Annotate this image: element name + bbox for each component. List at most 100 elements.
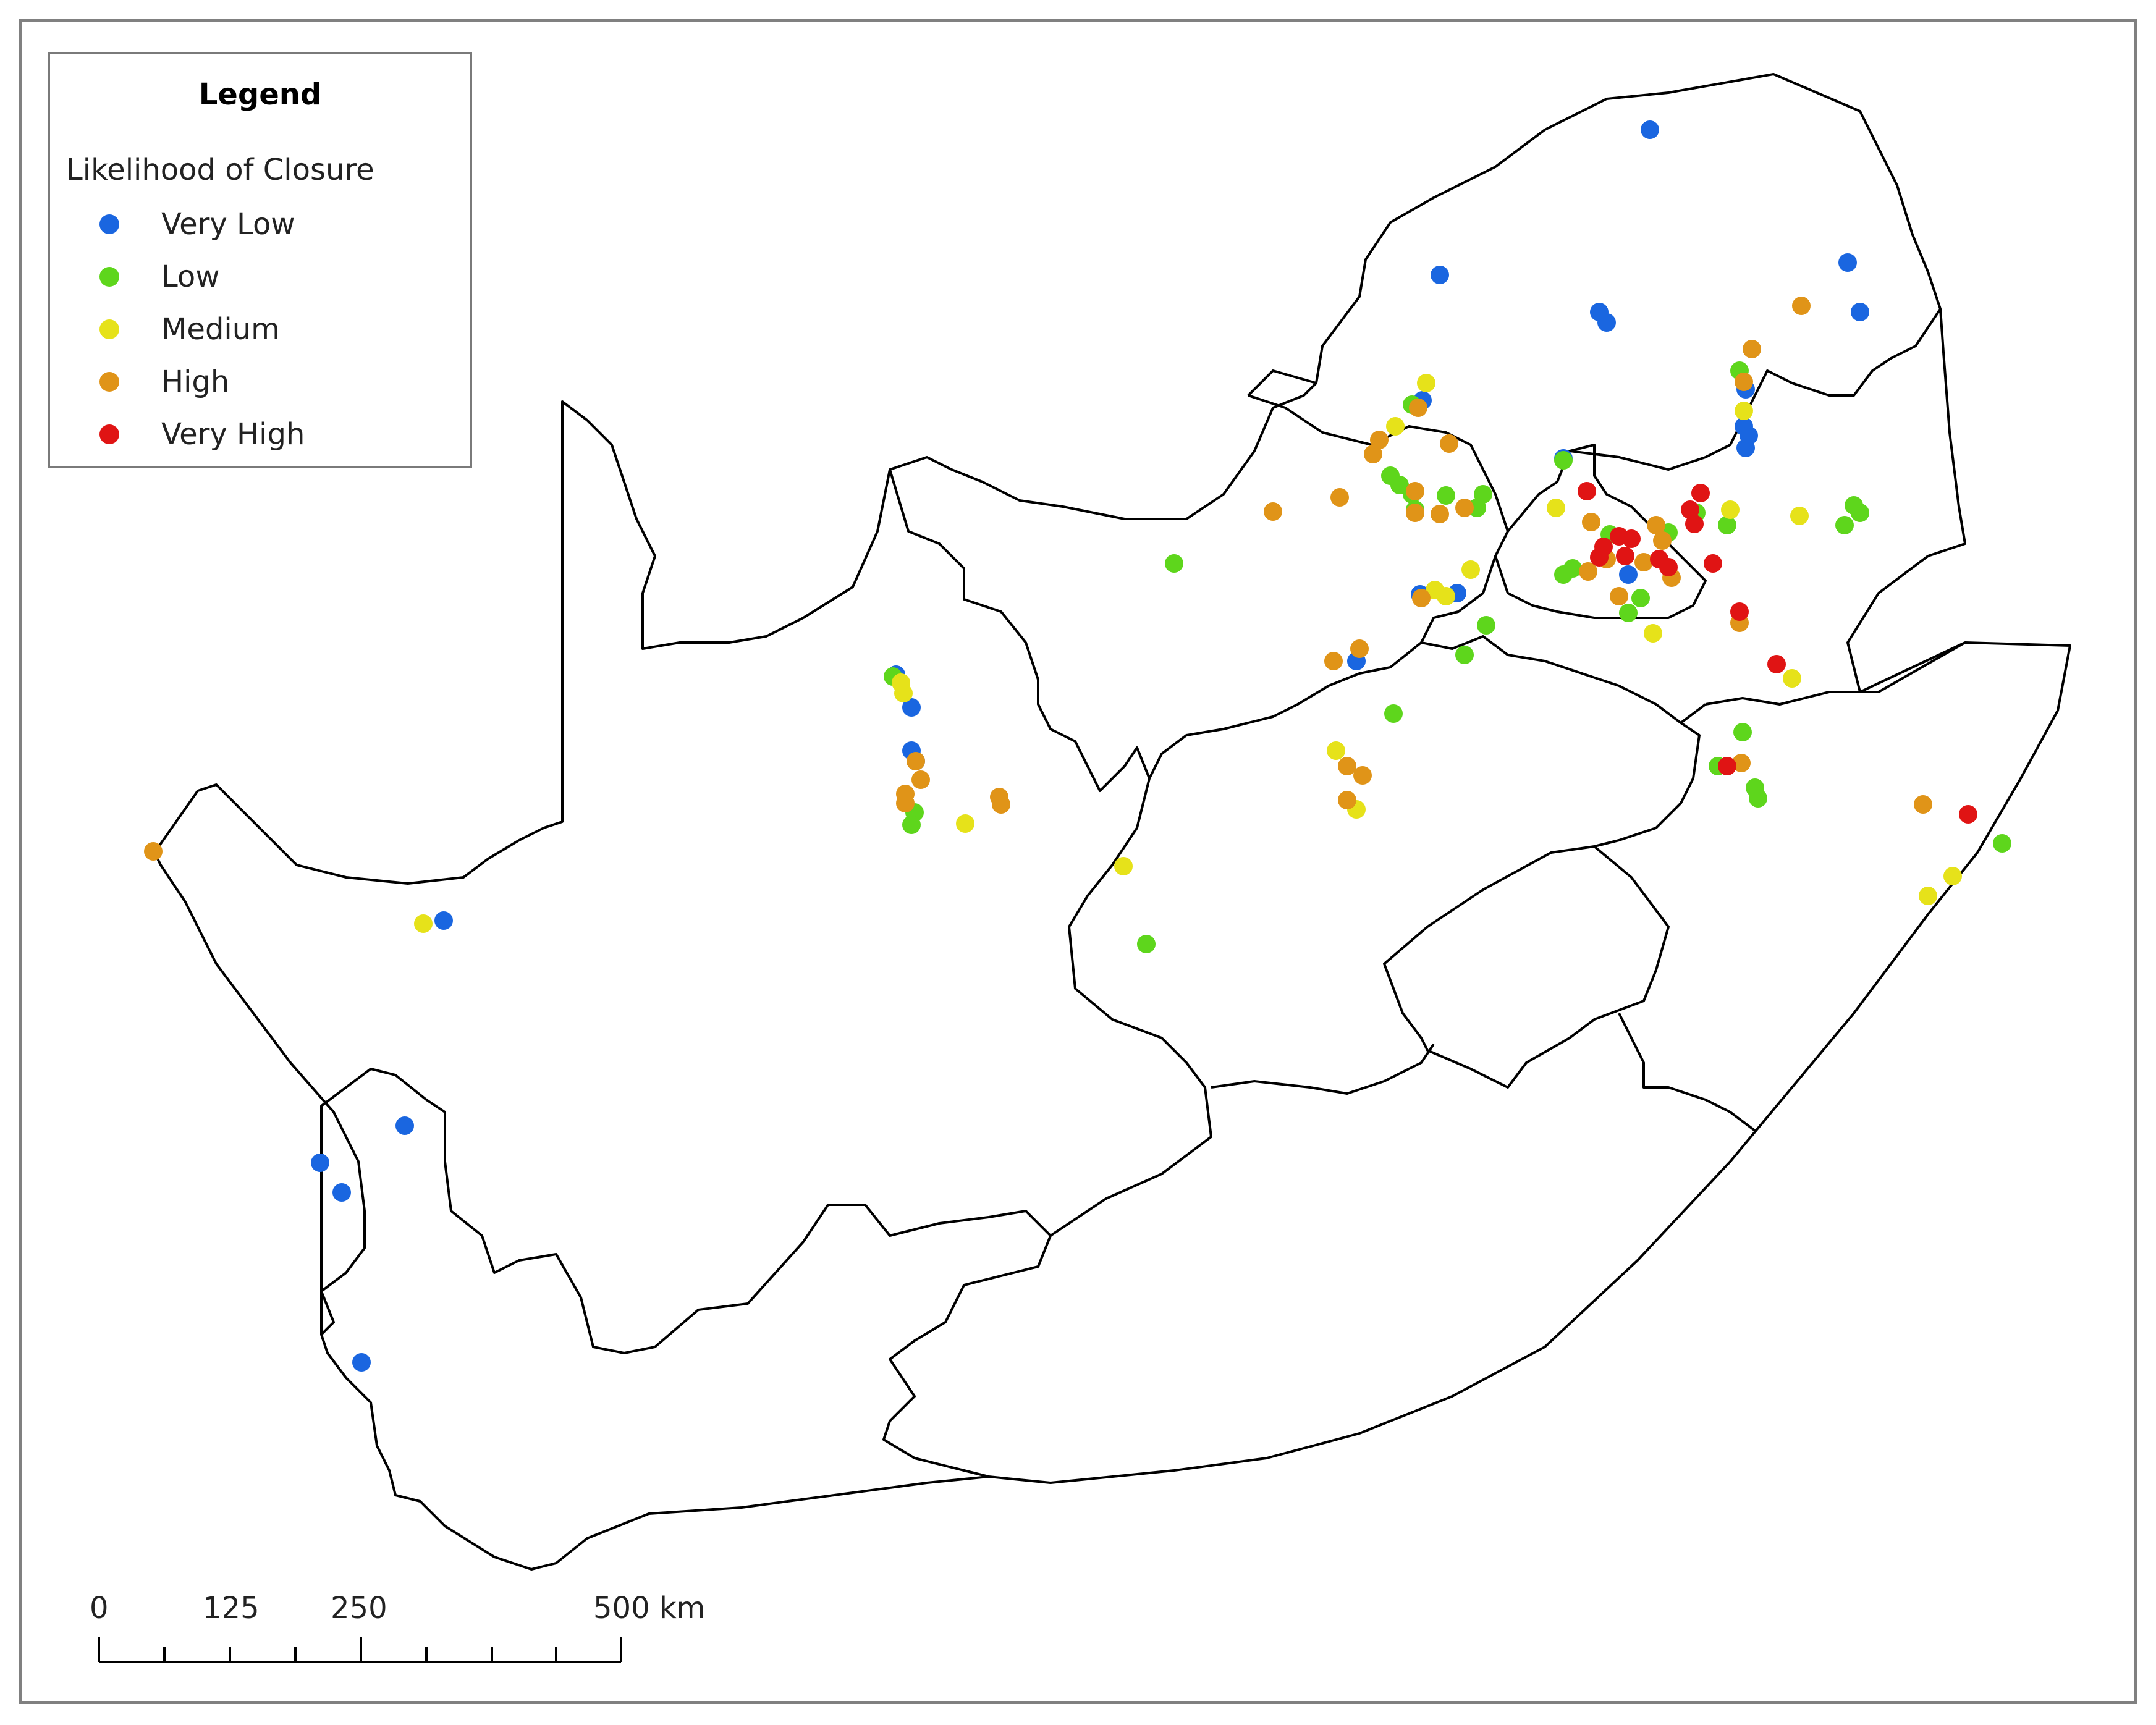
boundary-nc-wc	[320, 1068, 1052, 1354]
point-very-low	[395, 1116, 414, 1135]
boundary-nw-gp	[1248, 394, 1509, 643]
point-medium	[1114, 857, 1133, 875]
point-high	[911, 770, 930, 789]
legend-dot-very-high	[99, 424, 119, 444]
point-low	[1477, 616, 1495, 635]
point-high	[1610, 587, 1628, 605]
point-medium	[1783, 669, 1801, 688]
legend-label-medium: Medium	[161, 312, 280, 347]
legend-subtitle: Likelihood of Closure	[66, 153, 374, 187]
point-low	[1554, 451, 1573, 470]
scale-bar-graphic	[98, 1637, 622, 1663]
very-low-points	[311, 120, 1869, 1372]
point-medium	[1735, 402, 1753, 420]
point-very-high	[1767, 655, 1786, 673]
province-boundaries	[153, 73, 2071, 1571]
point-medium	[414, 914, 433, 933]
point-low	[1835, 516, 1854, 534]
point-low	[1851, 504, 1869, 522]
legend-box: Legend Likelihood of Closure Very Low Lo…	[48, 52, 472, 468]
point-very-low	[1597, 313, 1616, 332]
point-very-high	[1959, 805, 1977, 824]
point-medium	[1547, 499, 1565, 517]
point-high	[1579, 562, 1597, 581]
medium-points	[414, 374, 1962, 933]
point-very-low	[332, 1183, 351, 1202]
legend-title: Legend	[198, 77, 322, 112]
point-high	[1370, 431, 1389, 449]
point-very-low	[1619, 565, 1638, 584]
point-low	[1165, 554, 1183, 573]
point-low	[1718, 516, 1736, 534]
point-very-low	[1431, 266, 1449, 284]
point-high	[1353, 766, 1372, 785]
point-high	[1264, 502, 1282, 521]
point-medium	[1644, 624, 1662, 643]
point-medium	[1437, 587, 1455, 605]
point-very-low	[902, 698, 921, 717]
point-high	[1406, 504, 1424, 522]
point-medium	[956, 814, 974, 833]
boundary-north-west	[889, 469, 1151, 792]
point-high	[1338, 791, 1356, 809]
point-medium	[894, 684, 913, 702]
boundary-ec-kzn	[1618, 1013, 1756, 1132]
point-high	[144, 842, 163, 861]
point-medium	[1721, 500, 1740, 519]
boundary-wc-ec	[882, 1235, 1052, 1478]
scale-label-125: 125	[203, 1591, 260, 1626]
point-high	[1364, 445, 1382, 463]
point-high	[1455, 499, 1474, 517]
country-outline	[153, 73, 2071, 1571]
point-very-high	[1691, 484, 1710, 502]
point-very-high	[1718, 757, 1736, 775]
point-very-high	[1681, 500, 1699, 519]
point-very-high	[1685, 515, 1704, 533]
point-very-low	[352, 1353, 371, 1372]
point-high	[1406, 482, 1424, 500]
point-very-low	[1851, 303, 1869, 321]
legend-dot-high	[99, 372, 119, 392]
point-very-high	[1622, 529, 1641, 548]
point-low	[1749, 789, 1767, 808]
point-high	[1330, 488, 1349, 507]
point-very-high	[1616, 547, 1634, 565]
legend-dot-very-low	[99, 214, 119, 234]
point-low	[1733, 723, 1752, 741]
point-very-high	[1704, 554, 1722, 573]
point-low	[1619, 604, 1638, 622]
point-high	[1324, 652, 1343, 670]
point-high	[1412, 589, 1431, 607]
boundary-mpumalanga-kzn	[1705, 641, 1966, 706]
point-high	[907, 752, 925, 770]
point-very-high	[1730, 602, 1749, 621]
point-high	[1350, 639, 1369, 658]
point-medium	[1919, 887, 1937, 905]
point-low	[1993, 834, 2011, 853]
point-very-high	[1578, 482, 1596, 500]
point-high	[1743, 340, 1761, 358]
boundary-limpopo-nw	[1247, 369, 1317, 397]
point-very-low	[311, 1154, 329, 1172]
point-high	[1582, 513, 1600, 531]
boundary-free-state	[1148, 635, 1701, 848]
scale-label-500: 500 km	[593, 1591, 706, 1626]
point-very-low	[434, 911, 453, 930]
point-high	[1792, 297, 1811, 315]
legend-dot-medium	[99, 319, 119, 339]
scale-label-250: 250	[331, 1591, 387, 1626]
legend-label-high: High	[161, 365, 230, 399]
point-medium	[1386, 417, 1405, 436]
point-medium	[1417, 374, 1435, 392]
legend-label-low: Low	[161, 259, 220, 294]
very-high-points	[1578, 482, 1977, 824]
point-medium	[1943, 867, 1962, 885]
legend-label-very-high: Very High	[161, 417, 305, 452]
lesotho-outline	[1383, 845, 1670, 1089]
boundary-mpumalanga-fs	[1680, 703, 1707, 724]
point-low	[1137, 935, 1156, 953]
point-high	[1409, 399, 1427, 417]
point-very-high	[1659, 558, 1678, 576]
point-high	[1653, 531, 1672, 550]
